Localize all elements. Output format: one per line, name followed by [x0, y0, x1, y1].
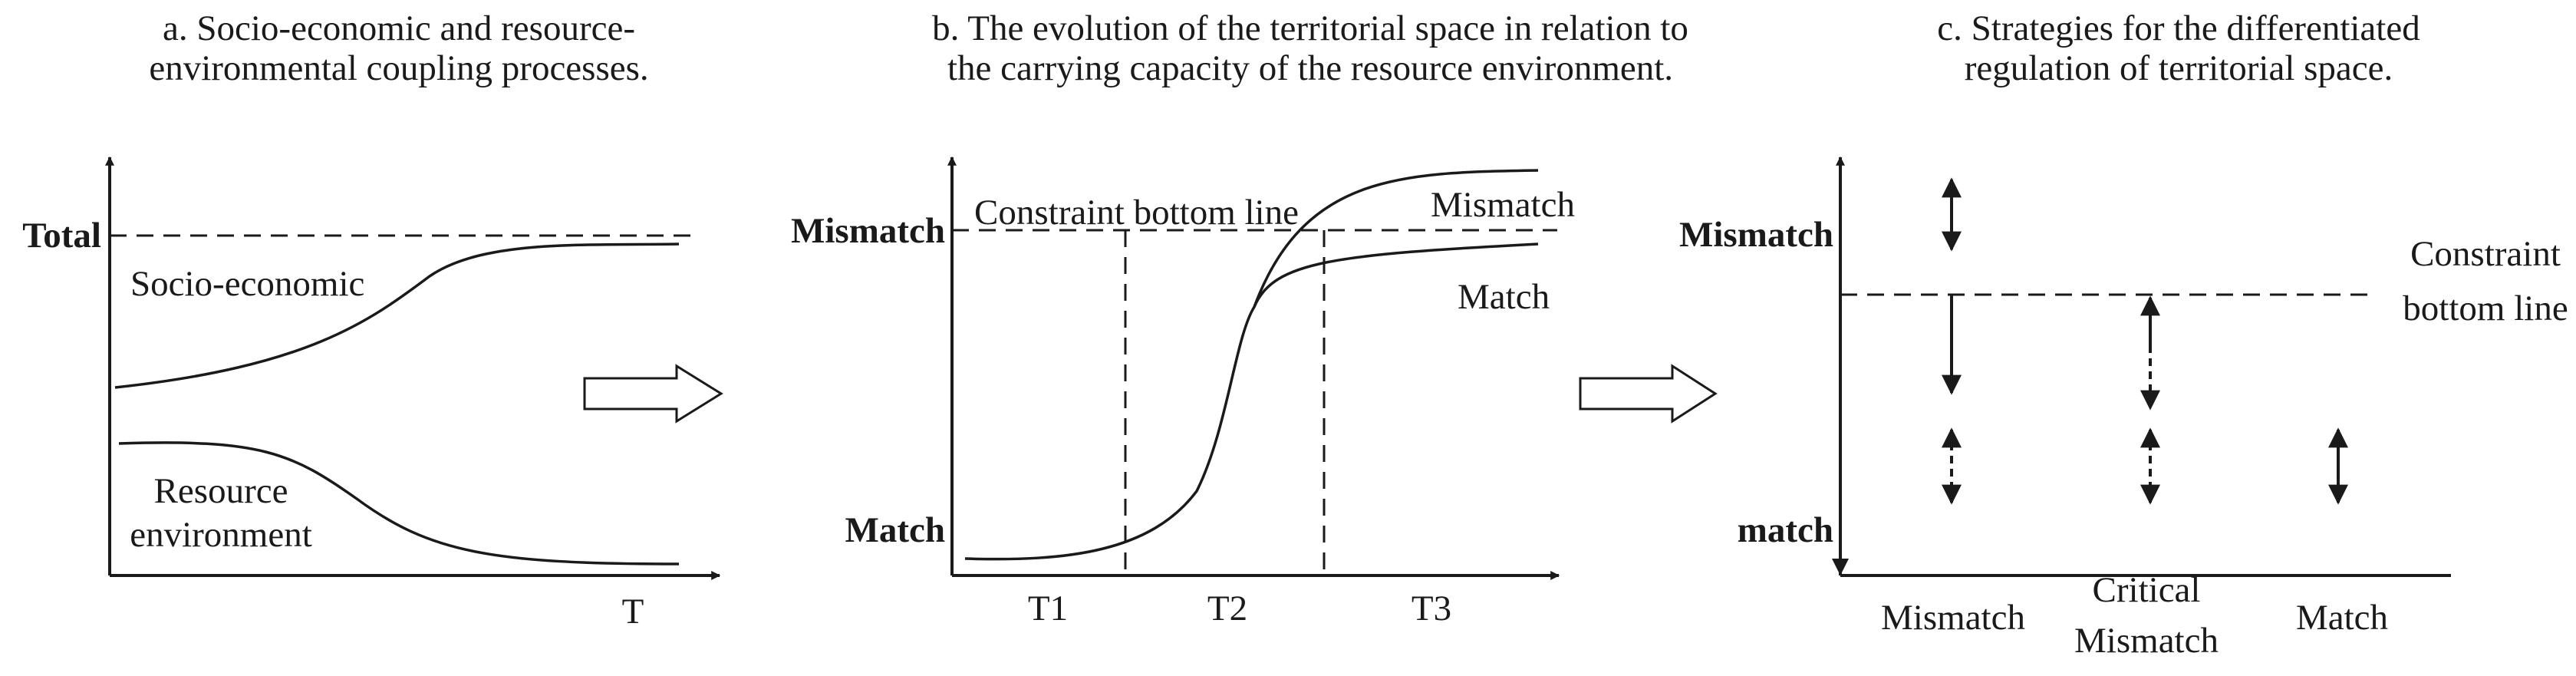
- panel-b-mismatch-curve-label: Mismatch: [1431, 185, 1575, 225]
- panel-c-constraint-label-line2: bottom line: [2403, 289, 2568, 328]
- panel-b-tick-t2: T2: [1207, 589, 1247, 628]
- panel-a-title-line2: environmental coupling processes.: [149, 48, 648, 88]
- panel-c-category-match: Match: [2296, 598, 2388, 638]
- panel-c: c. Strategies for the differentiated reg…: [1679, 8, 2568, 661]
- panel-a-socio-economic-label: Socio-economic: [130, 264, 364, 304]
- panel-b: b. The evolution of the territorial spac…: [791, 8, 1688, 628]
- panel-c-mismatch-axis-label: Mismatch: [1679, 215, 1833, 255]
- panel-b-constraint-label: Constraint bottom line: [974, 193, 1299, 232]
- flow-arrow-b-to-c: [1579, 364, 1718, 424]
- panel-a-resource-label-line1: Resource: [154, 471, 288, 511]
- panel-c-match-axis-label: match: [1738, 510, 1833, 550]
- flow-arrow-a-to-b: [583, 364, 723, 424]
- panel-b-mismatch-curve: [964, 169, 1539, 561]
- panel-b-title-line1: b. The evolution of the territorial spac…: [932, 8, 1688, 48]
- panel-c-constraint-label-line1: Constraint: [2410, 234, 2561, 274]
- panel-a-x-label: T: [622, 592, 644, 631]
- panel-c-y-axis-bottom-tip: [1832, 559, 1849, 575]
- panel-b-match-curve: [1253, 242, 1539, 308]
- panel-c-category-critical-line1: Critical: [2093, 570, 2201, 610]
- panel-b-tick-t1: T1: [1028, 589, 1068, 628]
- panel-b-title-line2: the carrying capacity of the resource en…: [947, 48, 1673, 88]
- panel-a-resource-label-line2: environment: [130, 515, 312, 555]
- panel-b-match-curve-label: Match: [1458, 277, 1550, 317]
- panel-a-total-label: Total: [22, 216, 101, 256]
- panel-c-category-mismatch: Mismatch: [1881, 598, 2025, 638]
- panel-b-mismatch-axis-label: Mismatch: [791, 211, 945, 251]
- panel-a: a. Socio-economic and resource- environm…: [22, 8, 721, 631]
- panel-b-match-axis-label: Match: [845, 510, 945, 550]
- panel-c-title-line2: regulation of territorial space.: [1965, 48, 2393, 88]
- panel-a-title-line1: a. Socio-economic and resource-: [163, 8, 635, 48]
- panel-a-socio-economic-curve: [114, 242, 680, 389]
- panel-b-tick-t3: T3: [1412, 589, 1451, 628]
- panel-c-category-critical-line2: Mismatch: [2074, 621, 2219, 661]
- panel-a-resource-curve: [118, 441, 680, 566]
- panel-c-title-line1: c. Strategies for the differentiated: [1937, 8, 2420, 48]
